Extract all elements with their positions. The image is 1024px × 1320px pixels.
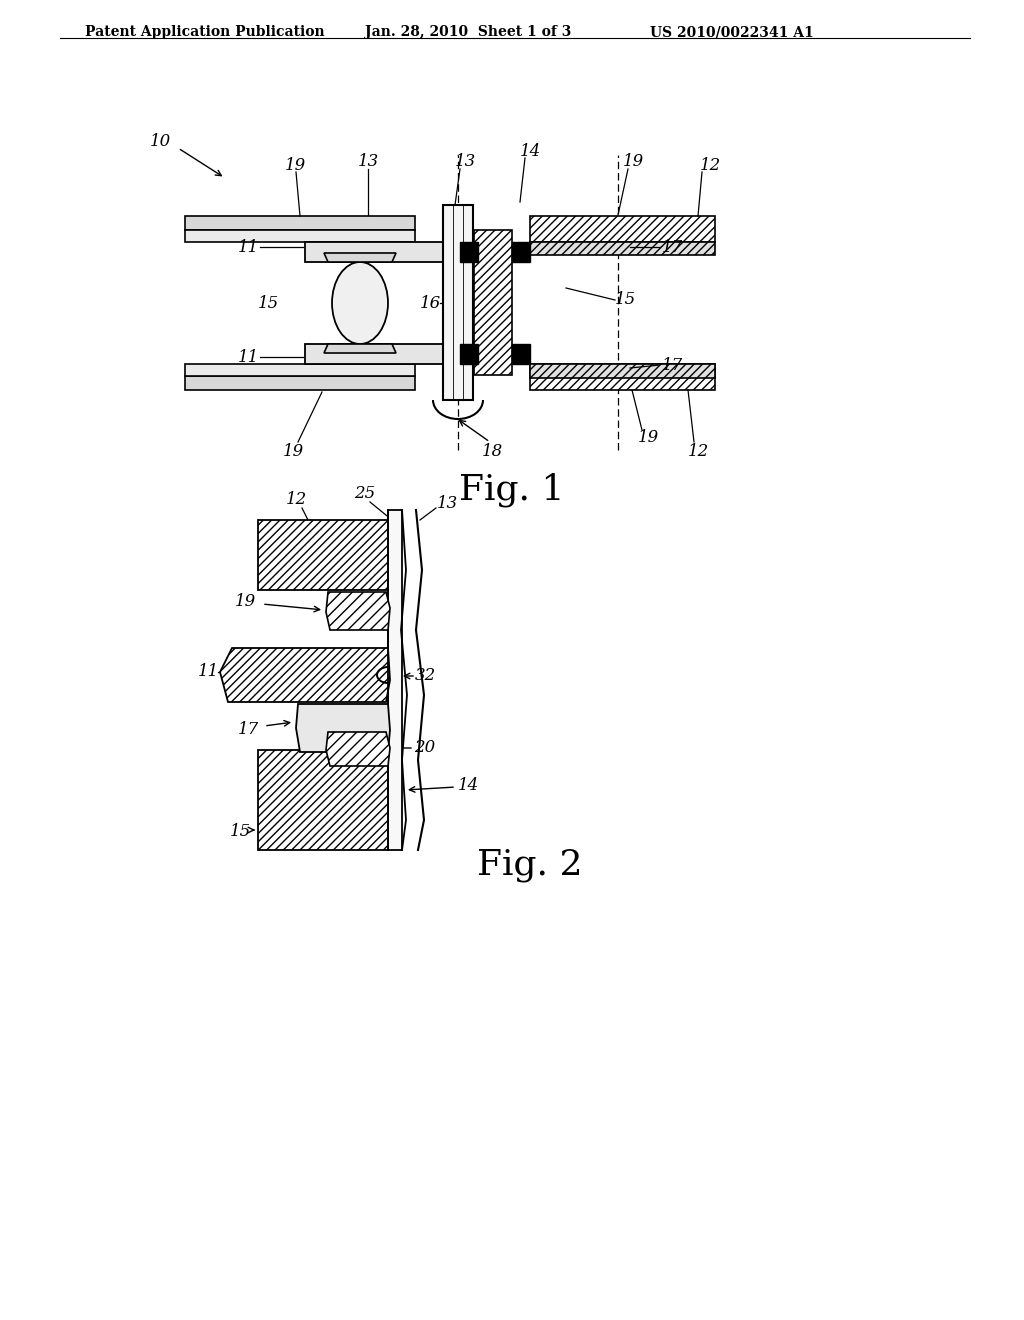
Bar: [443, 205, 473, 400]
Bar: [512, 242, 530, 261]
Text: 15: 15: [229, 824, 251, 841]
Text: 18: 18: [481, 444, 503, 461]
Text: 13: 13: [436, 495, 458, 512]
Text: 13: 13: [455, 153, 475, 170]
Text: 15: 15: [257, 294, 279, 312]
Text: 14: 14: [458, 777, 478, 795]
Text: 17: 17: [662, 239, 683, 256]
Polygon shape: [185, 216, 415, 230]
Bar: [258, 750, 388, 850]
Text: 12: 12: [687, 444, 709, 461]
Bar: [530, 364, 715, 389]
Text: 19: 19: [623, 153, 644, 170]
Polygon shape: [185, 364, 415, 376]
Bar: [530, 364, 715, 378]
Polygon shape: [326, 733, 390, 766]
Text: 25: 25: [354, 486, 376, 503]
Polygon shape: [220, 648, 390, 702]
Polygon shape: [305, 242, 462, 261]
Polygon shape: [326, 591, 390, 630]
Bar: [530, 242, 715, 255]
Text: 11: 11: [238, 239, 259, 256]
Polygon shape: [324, 345, 396, 352]
Text: 19: 19: [285, 157, 305, 173]
Polygon shape: [185, 376, 415, 389]
Text: Jan. 28, 2010  Sheet 1 of 3: Jan. 28, 2010 Sheet 1 of 3: [365, 25, 571, 40]
Text: US 2010/0022341 A1: US 2010/0022341 A1: [650, 25, 814, 40]
Text: 32: 32: [415, 667, 435, 684]
Text: 11: 11: [238, 348, 259, 366]
Text: 14: 14: [519, 144, 541, 161]
Text: 19: 19: [637, 429, 658, 446]
Text: 19: 19: [234, 594, 256, 610]
Bar: [474, 230, 512, 375]
Polygon shape: [185, 230, 415, 242]
Bar: [258, 520, 388, 590]
Text: 12: 12: [286, 491, 306, 508]
Bar: [460, 242, 478, 261]
Text: 17: 17: [662, 356, 683, 374]
Text: 19: 19: [283, 444, 304, 461]
Polygon shape: [305, 345, 462, 364]
Text: 16: 16: [420, 294, 440, 312]
Polygon shape: [324, 253, 396, 261]
Bar: [512, 345, 530, 364]
Text: 15: 15: [614, 292, 636, 309]
Bar: [388, 510, 402, 850]
Text: Fig. 2: Fig. 2: [477, 847, 583, 882]
Text: 17: 17: [238, 722, 259, 738]
Polygon shape: [296, 704, 390, 752]
Text: 13: 13: [357, 153, 379, 170]
Bar: [530, 216, 715, 242]
Text: 11: 11: [198, 664, 219, 681]
Text: 10: 10: [150, 133, 171, 150]
Bar: [460, 345, 478, 364]
Ellipse shape: [332, 261, 388, 345]
Text: 12: 12: [699, 157, 721, 173]
Text: Fig. 1: Fig. 1: [459, 473, 565, 507]
Text: Patent Application Publication: Patent Application Publication: [85, 25, 325, 40]
Text: 20: 20: [415, 739, 435, 756]
